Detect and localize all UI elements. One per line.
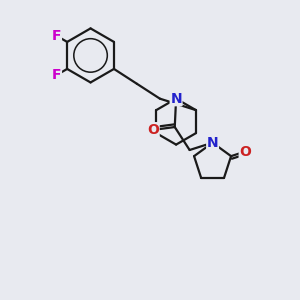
Text: O: O — [239, 145, 251, 159]
Text: F: F — [52, 68, 62, 82]
Text: F: F — [52, 29, 62, 43]
Text: N: N — [207, 136, 218, 150]
Text: N: N — [170, 92, 182, 106]
Text: O: O — [147, 123, 159, 137]
